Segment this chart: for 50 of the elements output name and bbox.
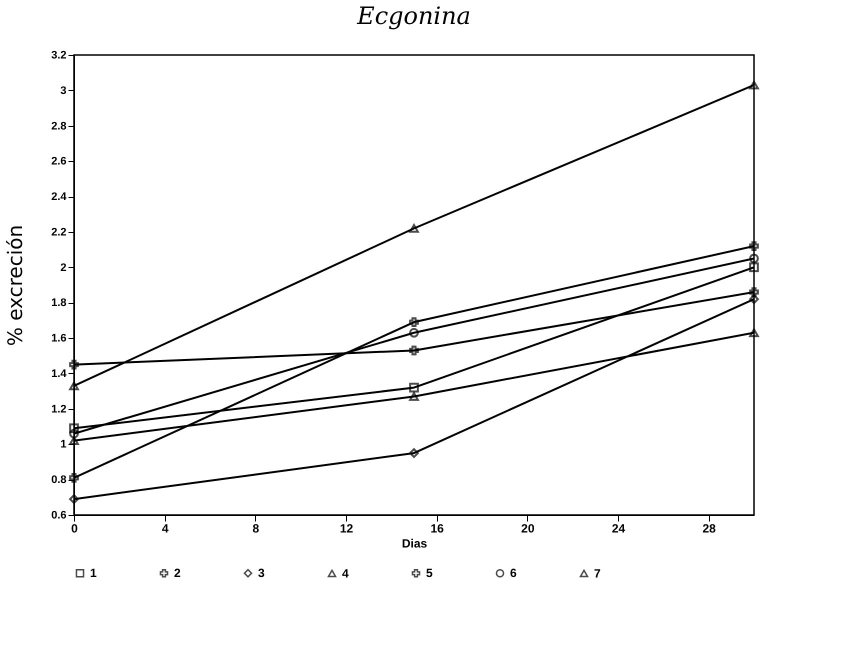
legend-label: 1 <box>90 566 97 580</box>
legend-label: 5 <box>426 566 433 580</box>
point <box>749 80 759 90</box>
point <box>749 241 759 251</box>
x-tick-label: 20 <box>521 522 535 536</box>
point <box>69 436 79 446</box>
chart-title: Ecgonina <box>356 2 471 30</box>
point <box>409 382 419 392</box>
legend-label: 4 <box>342 566 349 580</box>
x-tick-label: 0 <box>71 522 78 536</box>
point <box>409 328 419 338</box>
y-tick-label: 1.4 <box>51 368 68 380</box>
point <box>409 346 419 356</box>
point <box>69 360 79 370</box>
y-tick-label: 1 <box>60 438 66 451</box>
x-tick-label: 28 <box>702 522 716 536</box>
y-tick-label: 2.2 <box>51 226 66 238</box>
legend-label: 3 <box>258 566 265 580</box>
x-tick-label: 24 <box>612 522 626 536</box>
x-tick-label: 4 <box>162 522 169 536</box>
x-tick-label: 8 <box>252 522 260 536</box>
point <box>409 392 419 401</box>
point <box>409 224 419 233</box>
x-axis-title: Dias <box>402 536 428 550</box>
y-tick-label: 0.6 <box>51 510 66 522</box>
y-tick-label: 2.4 <box>51 191 68 204</box>
y-tick-label: 3 <box>60 84 66 97</box>
y-tick-label: 1.8 <box>51 297 66 310</box>
y-tick-label: 2 <box>60 262 66 274</box>
y-tick-label: 2.6 <box>51 156 66 168</box>
point <box>69 494 79 504</box>
y-tick-label: 1.6 <box>51 332 66 345</box>
x-tick-label: 12 <box>340 522 354 536</box>
point <box>749 294 759 304</box>
legend-label: 7 <box>594 566 601 580</box>
y-tick-label: 0.8 <box>51 474 66 486</box>
legend-label: 2 <box>174 566 181 580</box>
point <box>69 381 79 390</box>
point <box>69 423 79 434</box>
point <box>749 328 759 338</box>
legend-label: 6 <box>510 566 517 580</box>
y-tick-label: 2.8 <box>51 120 66 132</box>
x-tick-label: 16 <box>430 522 444 536</box>
point <box>749 287 759 297</box>
point <box>409 448 419 458</box>
point <box>749 262 759 272</box>
y-tick-label: 3.2 <box>51 50 66 62</box>
y-tick-label: 1.2 <box>51 403 66 416</box>
y-axis-title: % excreción <box>3 224 28 346</box>
point <box>409 317 419 328</box>
